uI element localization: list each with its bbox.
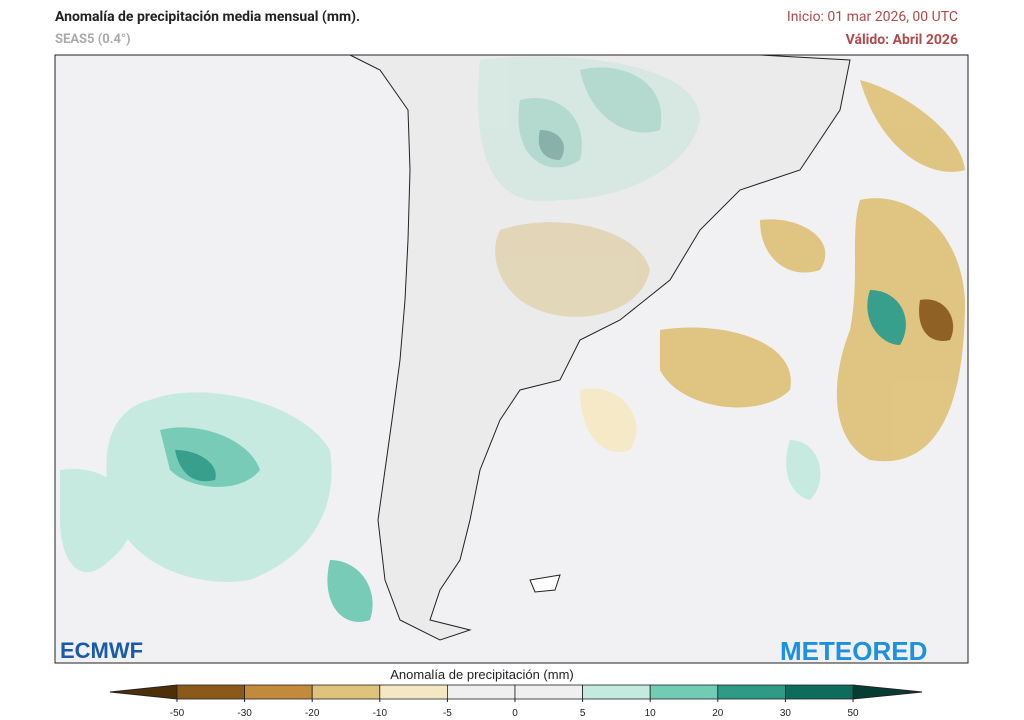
map-area: ECMWF METEORED	[54, 54, 969, 666]
colorbar-bin	[785, 684, 854, 700]
colorbar-bin	[717, 684, 786, 700]
colorbar: -50 -30 -20 -10 -5 0 5 10 20 30 50	[109, 684, 923, 719]
colorbar-bin	[446, 684, 516, 700]
colorbar-bin	[582, 684, 651, 700]
colorbar-tick-label: 0	[512, 708, 518, 719]
colorbar-tick-label: -20	[305, 708, 320, 719]
colorbar-bin	[649, 684, 719, 700]
colorbar-tick-label: 30	[780, 708, 792, 719]
model-label: SEAS5 (0.4°)	[55, 32, 131, 47]
colorbar-bin	[176, 684, 245, 700]
legend-title: Anomalía de precipitación (mm)	[390, 667, 574, 682]
colorbar-extend-high	[852, 684, 923, 700]
ecmwf-logo: ECMWF	[60, 638, 143, 663]
colorbar-tick-label: -5	[443, 708, 452, 719]
colorbar-tick-label: 10	[645, 708, 657, 719]
colorbar-bin	[244, 684, 313, 700]
colorbar-tick-label: -30	[237, 708, 252, 719]
colorbar-bin	[379, 684, 448, 700]
colorbar-tick-label: 5	[580, 708, 586, 719]
meteored-logo: METEORED	[780, 636, 927, 666]
colorbar-bin	[311, 684, 381, 700]
init-date: Inicio: 01 mar 2026, 00 UTC	[786, 9, 958, 25]
colorbar-tick-label: -10	[373, 708, 388, 719]
colorbar-bin	[514, 684, 583, 700]
colorbar-extend-low	[109, 684, 178, 700]
title: Anomalía de precipitación media mensual …	[55, 9, 361, 25]
colorbar-tick-label: 50	[847, 708, 859, 719]
colorbar-tick-label: 20	[712, 708, 724, 719]
valid-date: Válido: Abril 2026	[845, 32, 958, 48]
colorbar-tick-label: -50	[170, 708, 185, 719]
